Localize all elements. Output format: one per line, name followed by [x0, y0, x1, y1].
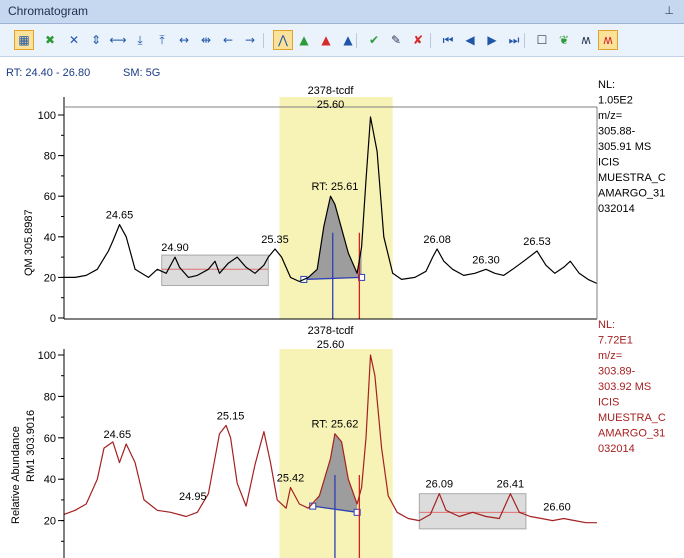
y-tick-label: 80 — [44, 151, 56, 163]
peak-label: 26.60 — [543, 501, 571, 513]
y-tick-label: 40 — [44, 474, 56, 486]
pin-icon[interactable]: ⊥ — [664, 5, 674, 17]
y-axis-title: Relative Abundance — [10, 426, 22, 524]
last-button[interactable]: ⏭ — [508, 33, 520, 47]
spectrum-button[interactable]: ❦ — [558, 33, 570, 47]
acquisition-info-line: 032014 — [598, 203, 635, 215]
first-button[interactable]: ⏮ — [442, 33, 454, 47]
expand-range-button[interactable]: ⇹ — [200, 33, 212, 47]
chromatogram-toolbar: ▦ ✖ ✕ ⇕ ⟷ ⤓ ⤒ ↔ ⇹ ← → ⋀ ▲ ▲ ▲ ✔ ✎ ✘ ⏮ ◀ ▶ ⏭ ☐ ❦ ʍ ʍ — [0, 24, 684, 57]
peak-delete-button[interactable]: ▲ — [343, 33, 353, 47]
previous-button[interactable]: ◀ — [465, 33, 475, 47]
y-tick-label: 20 — [44, 272, 56, 284]
reject-button[interactable]: ✘ — [412, 33, 424, 47]
range-button[interactable]: ↔ — [178, 33, 190, 47]
acquisition-info-line: 032014 — [598, 443, 635, 455]
zoom-all-button[interactable]: ✕ — [68, 33, 80, 47]
noise-region — [418, 493, 527, 530]
peak-end-handle — [353, 508, 361, 516]
acquisition-info-line: 303.89- — [598, 366, 636, 378]
chromatogram-trace — [64, 116, 598, 285]
peak-label: 26.53 — [523, 236, 551, 248]
acquisition-info-line: NL: — [598, 319, 615, 331]
acquisition-info-line: 305.91 MS — [598, 141, 651, 153]
acquisition-info-line: AMARGO_31 — [598, 188, 665, 200]
document-button[interactable]: ☐ — [536, 33, 548, 47]
peak-label: 24.65 — [106, 210, 134, 222]
pan-right-button[interactable]: → — [244, 33, 256, 47]
y-tick-label: 40 — [44, 232, 56, 244]
acquisition-info-line: 1.05E2 — [598, 95, 633, 107]
sm-label: SM: 5G — [123, 67, 160, 79]
overlay-trace-button[interactable]: ʍ — [598, 30, 618, 50]
peak-label: 24.65 — [104, 429, 132, 441]
acquisition-info-line: AMARGO_31 — [598, 428, 665, 440]
peak-title: 2378-tcdf — [308, 85, 355, 97]
rt-range-label: RT: 24.40 - 26.80 — [6, 67, 90, 79]
scale-down-button[interactable]: ⤓ — [137, 33, 143, 47]
next-button[interactable]: ▶ — [487, 33, 497, 47]
acquisition-info-line: MUESTRA_C — [598, 412, 666, 424]
peak-label: RT: 25.61 — [311, 181, 358, 193]
peak-label: 25.35 — [261, 234, 289, 246]
acquisition-info-line: 7.72E1 — [598, 335, 633, 347]
mass-trace-button[interactable]: ʍ — [581, 33, 591, 47]
peak-label: 24.90 — [161, 242, 189, 254]
acquisition-info-line: NL: — [598, 79, 615, 91]
toolbar-separator — [263, 33, 264, 48]
zoom-vertical-button[interactable]: ⇕ — [90, 33, 102, 47]
peak-label: 25.42 — [277, 472, 305, 484]
acquisition-info-line: ICIS — [598, 397, 619, 409]
peak-label: 26.08 — [423, 234, 451, 246]
zoom-horizontal-button[interactable]: ⟷ — [109, 33, 127, 47]
peak-baseline — [312, 505, 358, 513]
peak-rt-label: 25.60 — [317, 99, 345, 111]
marker-button[interactable]: ✎ — [390, 33, 402, 47]
pan-left-button[interactable]: ← — [222, 33, 234, 47]
y-tick-label: 80 — [44, 391, 56, 403]
noise-region — [161, 254, 269, 287]
scale-up-button[interactable]: ⤒ — [159, 33, 165, 47]
peak-end-handle — [358, 273, 366, 281]
window-titlebar: Chromatogram ⊥ — [0, 0, 684, 24]
y-tick-label: 60 — [44, 191, 56, 203]
y-tick-label: 100 — [38, 350, 56, 362]
peak-label: 26.30 — [472, 254, 500, 266]
peak-label: 26.09 — [426, 479, 454, 491]
y-tick-label: 20 — [44, 516, 56, 528]
accept-button[interactable]: ✔ — [368, 33, 380, 47]
acquisition-info-line: ICIS — [598, 157, 619, 169]
toolbar-separator — [430, 33, 431, 48]
peak-title: 2378-tcdf — [308, 325, 355, 337]
chromatogram-trace — [63, 354, 597, 524]
acquisition-info-line: 303.92 MS — [598, 381, 651, 393]
peak-label: 24.95 — [179, 491, 207, 503]
peak-label: RT: 25.62 — [311, 419, 358, 431]
acquisition-info-line: MUESTRA_C — [598, 172, 666, 184]
peak-label: 25.15 — [217, 410, 245, 422]
peak-baseline — [303, 276, 362, 281]
y-tick-label: 60 — [44, 433, 56, 445]
peak-rt-label: 25.60 — [317, 339, 345, 351]
grid-view-button[interactable]: ▦ — [14, 30, 34, 50]
trace-label: QM 305.8987 — [23, 209, 35, 276]
integrated-peak-area — [312, 433, 358, 513]
zoom-fit-button[interactable]: ✖ — [44, 33, 56, 47]
acquisition-info-line: m/z= — [598, 350, 622, 362]
chart-panel-1: 0 20 40 60 80 100 QM 305.8987 2378-tcdf 25.60 24.… — [23, 79, 666, 325]
toolbar-separator — [524, 33, 525, 48]
chromatogram-chart: RT: 24.40 - 26.80 SM: 5G 0 20 40 60 80 100 QM … — [6, 67, 666, 558]
y-tick-label: 100 — [38, 110, 56, 122]
peak-add-button[interactable]: ▲ — [299, 33, 309, 47]
toolbar-separator — [356, 33, 357, 48]
trace-label: RM1 303.9016 — [25, 410, 37, 482]
acquisition-info-line: 305.88- — [598, 126, 636, 138]
acquisition-info-line: m/z= — [598, 110, 622, 122]
peak-detect-button[interactable]: ⋀ — [273, 30, 293, 50]
peak-label: 26.41 — [497, 479, 525, 491]
window-title: Chromatogram — [8, 4, 89, 18]
y-tick-label: 0 — [50, 313, 56, 325]
peak-edit-button[interactable]: ▲ — [321, 33, 331, 47]
